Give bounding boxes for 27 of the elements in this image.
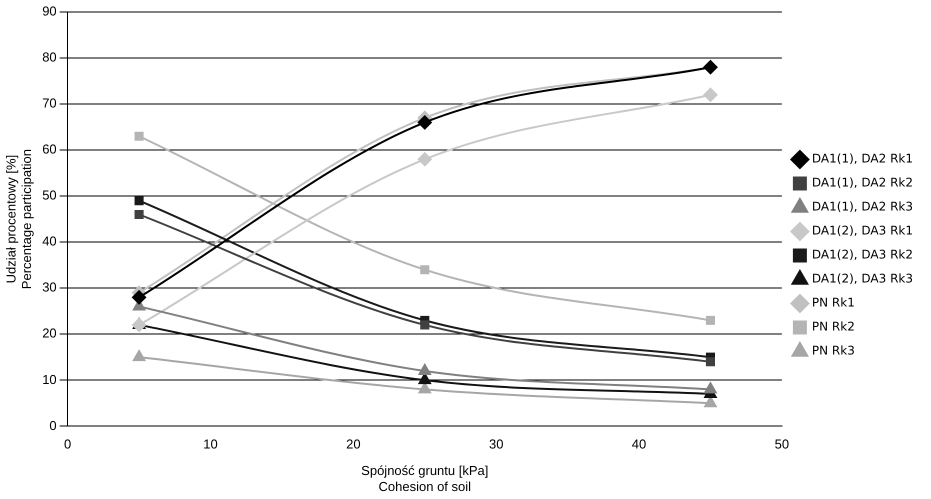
legend-label: DA1(2), DA3 Rk2 (812, 248, 913, 262)
y-axis-title: Udział procentowy [%] Percentage participation (3, 149, 34, 290)
x-tick-label: 0 (64, 436, 72, 452)
y-tick-label: 60 (42, 142, 57, 157)
x-tick-label: 40 (632, 436, 646, 452)
y-tick-label: 20 (42, 326, 57, 341)
y-tick-label: 50 (42, 188, 57, 203)
y-tick-label: 10 (42, 372, 57, 387)
x-axis-title: Spójność gruntu [kPa] Cohesion of soil (361, 463, 488, 494)
legend-label: PN Rk1 (812, 296, 855, 310)
y-tick-label: 80 (42, 50, 57, 65)
legend-label: DA1(2), DA3 Rk1 (812, 224, 913, 238)
legend-label: PN Rk2 (812, 320, 855, 334)
y-tick-label: 40 (42, 234, 57, 249)
x-tick-label: 20 (346, 436, 361, 452)
x-tick-label: 50 (774, 436, 790, 452)
legend-label: DA1(1), DA2 Rk1 (812, 152, 913, 166)
y-tick-label: 30 (42, 280, 57, 295)
x-tick-label: 10 (203, 436, 218, 452)
y-tick-label: 0 (49, 418, 57, 433)
legend-label: PN Rk3 (812, 344, 855, 358)
legend-label: DA1(1), DA2 Rk2 (812, 176, 913, 190)
legend-label: DA1(2), DA3 Rk3 (812, 272, 913, 286)
y-tick-label: 70 (42, 96, 57, 111)
legend-label: DA1(1), DA2 Rk3 (812, 200, 913, 214)
x-tick-label: 30 (488, 436, 504, 452)
y-tick-label: 90 (42, 4, 57, 19)
